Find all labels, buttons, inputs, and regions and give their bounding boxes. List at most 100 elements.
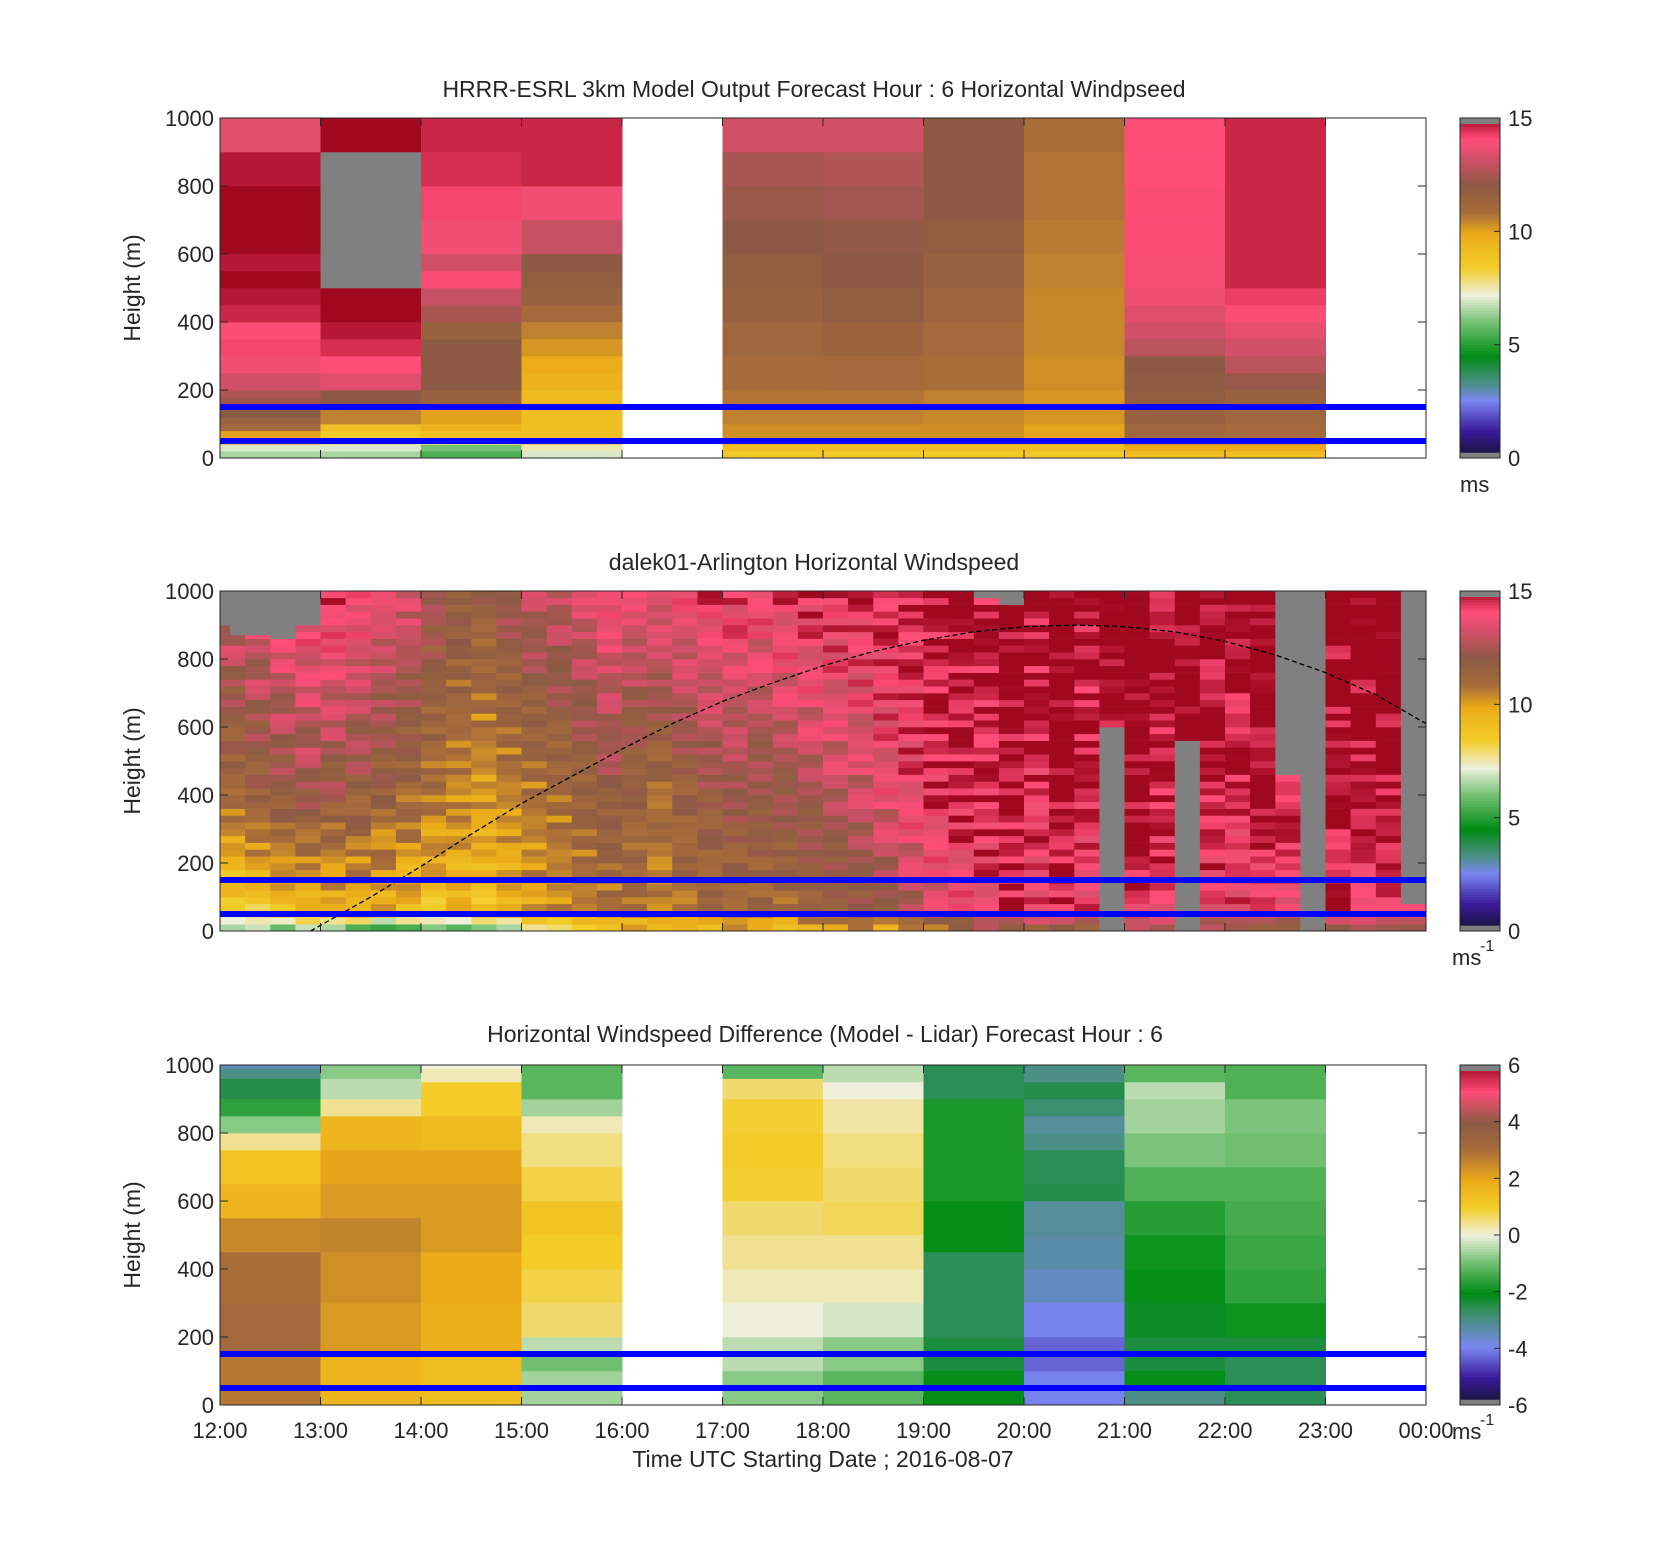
heatmap-cell — [471, 903, 497, 911]
heatmap-cell — [320, 679, 347, 687]
heatmap-cell — [1174, 638, 1201, 646]
heatmap-cell — [370, 652, 397, 660]
heatmap-cell — [898, 849, 924, 857]
heatmap-cell — [722, 897, 749, 905]
heatmap-cell — [446, 890, 472, 898]
heatmap-cell — [1124, 665, 1151, 673]
heatmap-cell — [521, 720, 548, 728]
heatmap-cell — [1350, 903, 1377, 911]
heatmap-cell — [1250, 679, 1276, 687]
heatmap-cell — [797, 835, 824, 843]
heatmap-cell — [747, 713, 774, 721]
colorbar-swatch — [1460, 1288, 1500, 1293]
heatmap-cell — [245, 645, 271, 653]
colorbar-swatch — [1460, 194, 1500, 198]
colorbar-swatch — [1460, 710, 1500, 714]
heatmap-cell — [948, 706, 975, 714]
heatmap-cell — [998, 597, 1025, 605]
y-tick-label: 600 — [177, 1189, 214, 1214]
heatmap-cell — [320, 740, 347, 748]
heatmap-cell — [1400, 659, 1427, 667]
heatmap-cell — [923, 1252, 1025, 1304]
heatmap-cell — [1024, 679, 1050, 687]
heatmap-cell — [672, 740, 698, 748]
heatmap-cell — [220, 665, 246, 673]
heatmap-cell — [873, 747, 899, 755]
heatmap-cell — [1074, 720, 1100, 728]
heatmap-cell — [345, 863, 372, 871]
heatmap-cell — [797, 638, 824, 646]
heatmap-cell — [1325, 659, 1352, 667]
heatmap-cell — [1149, 761, 1176, 769]
heatmap-cell — [1225, 1269, 1326, 1304]
colorbar-swatch — [1460, 177, 1500, 181]
heatmap-cell — [797, 679, 824, 687]
heatmap-cell — [1049, 890, 1075, 898]
colorbar-swatch — [1460, 154, 1500, 159]
heatmap-cell — [1400, 638, 1427, 646]
heatmap-cell — [596, 917, 623, 925]
heatmap-cell — [998, 652, 1025, 660]
heatmap-cell — [1350, 883, 1377, 891]
heatmap-cell — [220, 761, 246, 769]
heatmap-cell — [898, 815, 924, 823]
heatmap-cell — [270, 706, 296, 714]
heatmap-cell — [1350, 597, 1377, 605]
heatmap-cell — [521, 924, 548, 932]
heatmap-cell — [823, 856, 849, 864]
colorbar-swatch — [1460, 1212, 1500, 1216]
heatmap-cell — [1250, 706, 1276, 714]
heatmap-cell — [873, 740, 899, 748]
heatmap-cell — [421, 604, 447, 612]
heatmap-cell — [270, 842, 296, 850]
heatmap-cell — [1049, 672, 1075, 680]
heatmap-cell — [1375, 713, 1402, 721]
heatmap-cell — [923, 774, 950, 782]
heatmap-cell — [446, 842, 472, 850]
colorbar-swatch — [1460, 1243, 1500, 1247]
heatmap-cell — [923, 733, 950, 741]
heatmap-cell — [320, 672, 347, 680]
colorbar-swatch — [1460, 1178, 1500, 1182]
x-tick-label: 19:00 — [896, 1418, 951, 1443]
heatmap-cell — [370, 625, 397, 633]
heatmap-cell — [220, 339, 321, 357]
heatmap-cell — [948, 747, 975, 755]
heatmap-cell — [622, 917, 648, 925]
heatmap-cell — [1325, 835, 1352, 843]
heatmap-cell — [1300, 665, 1326, 673]
heatmap-cell — [747, 720, 774, 728]
heatmap-cell — [320, 788, 347, 796]
heatmap-cell — [823, 1235, 924, 1270]
heatmap-cell — [596, 747, 623, 755]
heatmap-cell — [848, 618, 874, 626]
heatmap-cell — [395, 727, 422, 735]
heatmap-cell — [1375, 645, 1402, 653]
heatmap-cell — [1024, 801, 1050, 809]
colorbar-frame — [1459, 117, 1501, 459]
heatmap-cell — [1250, 611, 1276, 619]
heatmap-cell — [1250, 645, 1276, 653]
heatmap-cell — [823, 863, 849, 871]
heatmap-cell — [345, 591, 372, 599]
heatmap-cell — [1225, 849, 1251, 857]
heatmap-cell — [220, 288, 321, 306]
colorbar-swatch — [1460, 1167, 1500, 1171]
colorbar-swatch — [1460, 220, 1500, 224]
heatmap-cell — [320, 356, 422, 374]
heatmap-cell — [923, 713, 950, 721]
heatmap-cell — [747, 631, 774, 639]
heatmap-cell — [320, 822, 347, 830]
colorbar-swatch — [1460, 169, 1500, 173]
colorbar-swatch — [1460, 877, 1500, 881]
heatmap-cell — [270, 693, 296, 701]
heatmap-cell — [747, 842, 774, 850]
heatmap-cell — [1024, 822, 1050, 830]
heatmap-cell — [395, 672, 422, 680]
colorbar-swatch — [1460, 732, 1500, 736]
heatmap-cell — [1149, 699, 1176, 707]
heatmap-cell — [797, 720, 824, 728]
heatmap-cell — [848, 591, 874, 599]
heatmap-cell — [1099, 883, 1125, 891]
